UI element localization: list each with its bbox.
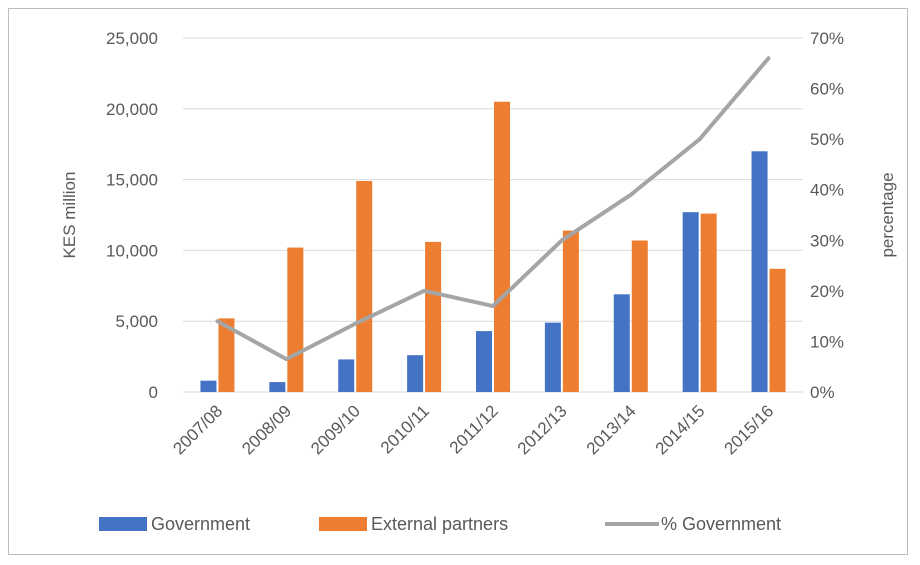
y-tick-label: 0 (149, 383, 158, 402)
bar-external-partners (769, 268, 786, 392)
y-tick-label: 5,000 (115, 312, 158, 331)
x-tick-label: 2007/08 (169, 401, 226, 458)
y2-tick-label: 60% (810, 80, 844, 99)
x-tick-label: 2011/12 (446, 401, 502, 457)
y-tick-label: 20,000 (106, 100, 158, 119)
x-tick-label: 2009/10 (307, 401, 364, 458)
y2-tick-label: 50% (810, 130, 844, 149)
legend-label-government: Government (151, 514, 250, 534)
bar-government (613, 294, 630, 392)
y2-tick-label: 40% (810, 181, 844, 200)
bar-external-partners (425, 241, 442, 392)
y2-tick-label: 0% (810, 383, 835, 402)
bars (200, 101, 786, 392)
bar-external-partners (700, 213, 717, 392)
y2-tick-label: 70% (810, 29, 844, 48)
bar-external-partners (218, 318, 235, 392)
y2-tick-label: 20% (810, 282, 844, 301)
bar-external-partners (356, 181, 373, 392)
y-tick-label: 25,000 (106, 29, 158, 48)
y2-tick-label: 30% (810, 231, 844, 250)
bar-government (269, 382, 286, 392)
x-tick-label: 2008/09 (238, 401, 295, 458)
gridlines (183, 37, 803, 393)
x-tick-label: 2013/14 (583, 401, 640, 458)
bar-government (544, 322, 561, 392)
y-tick-label: 15,000 (106, 171, 158, 190)
bar-government (682, 212, 699, 392)
y2-tick-label: 10% (810, 332, 844, 351)
bar-government (407, 355, 424, 392)
legend-label-external-partners: External partners (371, 514, 508, 534)
x-tick-label: 2012/13 (514, 401, 571, 458)
legend-swatch-external-partners (319, 517, 367, 531)
legend-label--government: % Government (661, 514, 781, 534)
legend: Government External partners % Government (99, 514, 781, 534)
x-tick-label: 2010/11 (377, 401, 433, 457)
bar-external-partners (631, 240, 648, 392)
bar-government (200, 380, 217, 392)
bar-government (476, 331, 492, 392)
line-series (215, 56, 771, 362)
y-tick-label: 10,000 (106, 241, 158, 260)
tick-labels: 0 5,000 10,000 15,000 20,000 25,000 0% 10% 20% 30… (106, 29, 844, 458)
bar-government (751, 151, 768, 392)
percentage-line (215, 56, 771, 362)
bar-external-partners (494, 101, 510, 392)
x-tick-label: 2015/16 (720, 401, 777, 458)
bar-external-partners (287, 247, 304, 392)
legend-swatch-government (99, 517, 147, 531)
x-tick-label: 2014/15 (652, 401, 709, 458)
bar-government (338, 359, 355, 392)
bar-external-partners (562, 230, 579, 392)
y2-axis-title: percentage (878, 172, 897, 257)
y-axis-title: KES million (60, 172, 79, 259)
